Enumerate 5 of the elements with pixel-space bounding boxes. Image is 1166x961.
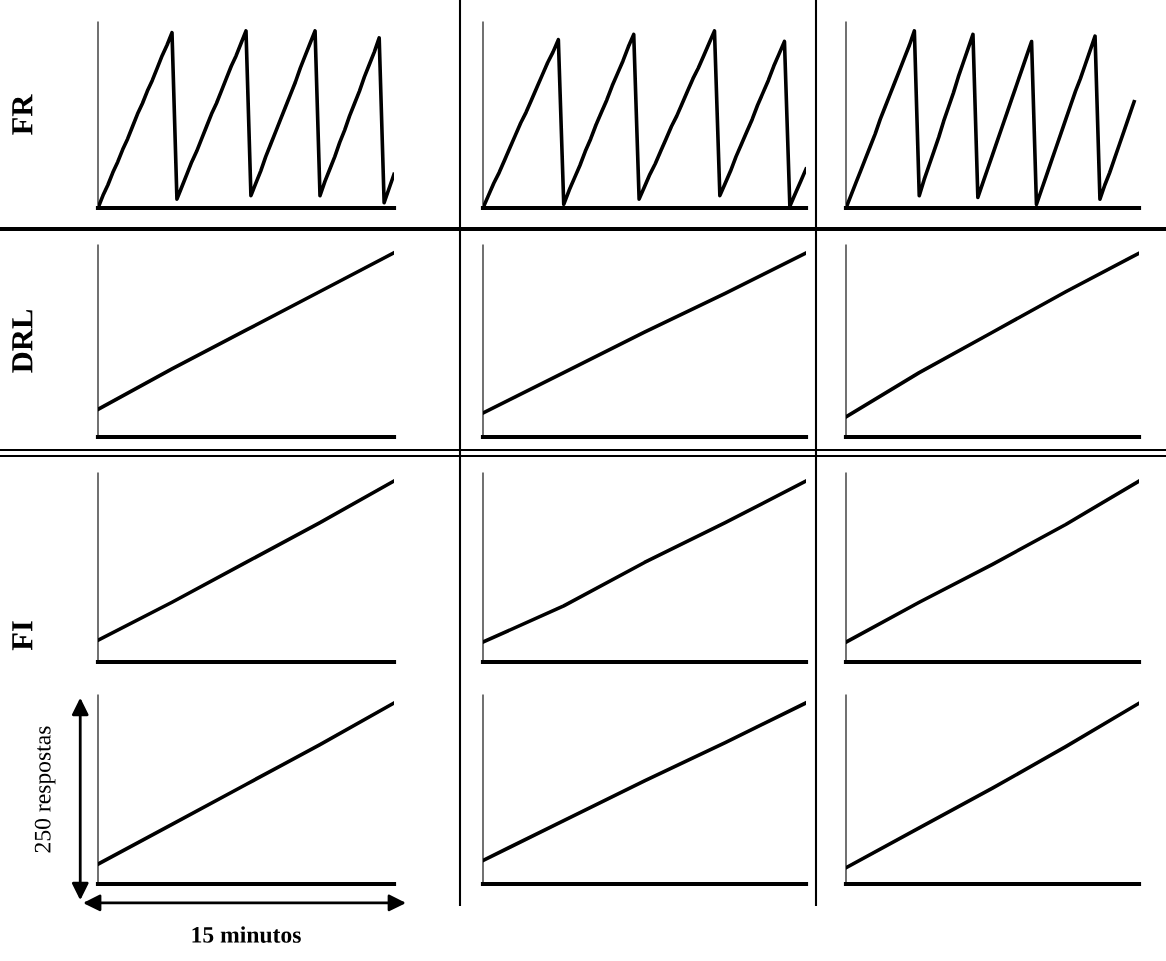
text: 15 minutos [192, 926, 301, 943]
y-axis-title: FI [12, 621, 33, 651]
y-axis-title: DRL [12, 310, 33, 373]
y-axis-title: FR [12, 94, 33, 135]
text: 250 respostas [34, 726, 56, 853]
